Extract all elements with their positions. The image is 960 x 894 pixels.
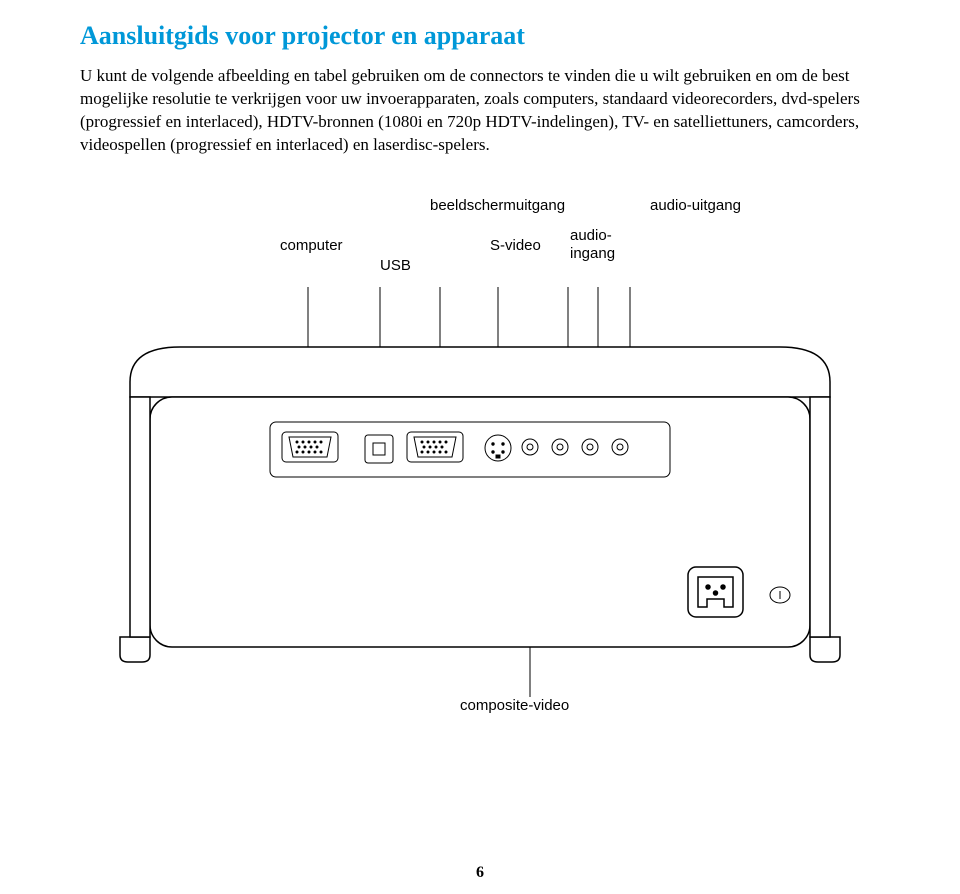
label-monitor-out: beeldschermuitgang <box>430 197 565 215</box>
projector-back-icon <box>90 287 870 707</box>
page-title: Aansluitgids voor projector en apparaat <box>80 20 880 51</box>
connector-diagram: beeldschermuitgang audio-uitgang compute… <box>80 197 880 757</box>
page-number: 6 <box>476 864 484 882</box>
label-usb: USB <box>380 257 411 275</box>
label-computer: computer <box>280 237 343 255</box>
label-svideo: S-video <box>490 237 541 255</box>
intro-paragraph: U kunt de volgende afbeelding en tabel g… <box>80 65 880 157</box>
label-audio-in: audio- ingang <box>570 227 615 263</box>
label-audio-out: audio-uitgang <box>650 197 741 215</box>
